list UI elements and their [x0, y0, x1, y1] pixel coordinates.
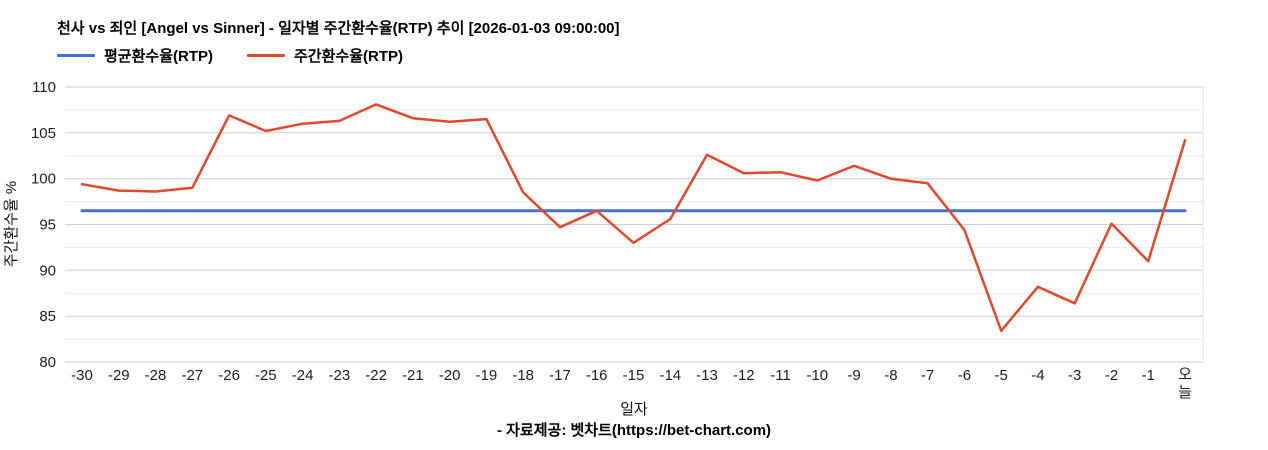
legend-label-weekly: 주간환수율(RTP)	[294, 48, 403, 65]
y-tick-label: 100	[31, 171, 56, 188]
x-tick-label: -20	[439, 367, 461, 384]
x-tick-label: -6	[958, 367, 971, 384]
x-tick-label: -29	[108, 367, 130, 384]
x-tick-label: -24	[292, 367, 314, 384]
x-tick-label: -16	[586, 367, 608, 384]
legend: 평균환수율(RTP) 주간환수율(RTP)	[57, 45, 403, 66]
y-tick-label: 90	[39, 262, 56, 279]
x-tick-label: -19	[476, 367, 498, 384]
x-tick-label: -1	[1142, 367, 1155, 384]
x-tick-label: -2	[1105, 367, 1118, 384]
x-tick-label: -12	[733, 367, 755, 384]
chart-title: 천사 vs 죄인 [Angel vs Sinner] - 일자별 주간환수율(R…	[57, 20, 620, 37]
y-tick-label: 95	[39, 217, 56, 234]
x-tick-label: -9	[847, 367, 860, 384]
x-tick-label: -4	[1031, 367, 1044, 384]
y-tick-label: 105	[31, 125, 56, 142]
x-tick-label: -26	[218, 367, 240, 384]
x-tick-label: -3	[1068, 367, 1081, 384]
series-line-weekly	[80, 103, 1187, 333]
y-tick-label: 80	[39, 354, 56, 371]
x-axis-labels: -30 -29 -28 -27 -26 -25 -24 -23 -22 -21 -20 -19 -18-…	[71, 366, 1192, 401]
x-tick-label: -17	[549, 367, 571, 384]
x-tick-label: -27	[181, 367, 203, 384]
x-tick-label: -28	[145, 367, 167, 384]
x-tick-label: -8	[884, 367, 897, 384]
x-tick-label: -15	[623, 367, 645, 384]
x-tick-label: -18	[512, 367, 534, 384]
legend-line-swatch-weekly	[247, 54, 285, 57]
x-tick-label: -7	[921, 367, 934, 384]
legend-line-swatch-average	[57, 54, 95, 57]
x-tick-label: -11	[770, 367, 791, 384]
x-axis-title: 일자	[620, 401, 648, 418]
x-tick-label: -25	[255, 367, 277, 384]
x-tick-label: -10	[806, 367, 828, 384]
y-axis-title: 주간환수율 %	[3, 181, 20, 268]
gridlines	[65, 86, 1204, 363]
x-tick-label: -23	[329, 367, 351, 384]
legend-label-average: 평균환수율(RTP)	[104, 48, 213, 65]
x-tick-label: -13	[696, 367, 718, 384]
y-tick-label: 110	[32, 79, 56, 96]
x-tick-label: -14	[659, 367, 681, 384]
footer-attribution: - 자료제공: 벳차트(https://bet-chart.com)	[496, 422, 772, 439]
x-tick-label: -21	[402, 367, 424, 384]
y-tick-label: 85	[39, 308, 56, 325]
x-tick-label: -5	[995, 367, 1008, 384]
legend-item-weekly: 주간환수율(RTP)	[247, 45, 403, 66]
x-tick-label: -30	[71, 367, 93, 384]
legend-item-average: 평균환수율(RTP)	[57, 45, 213, 66]
x-tick-label: -22	[365, 367, 387, 384]
y-axis-labels: 80 85 90 95 100 105 110	[31, 79, 56, 371]
